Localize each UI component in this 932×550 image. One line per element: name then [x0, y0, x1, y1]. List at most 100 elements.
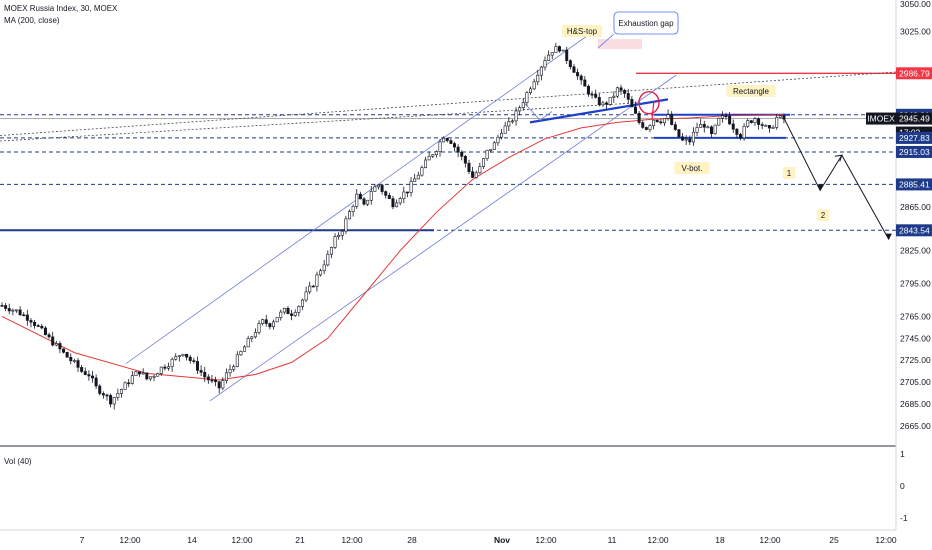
candle-body	[536, 74, 540, 83]
time-tick-label: 28	[407, 535, 417, 545]
volume-tick-label: 0	[900, 481, 905, 491]
candle-body	[659, 121, 663, 124]
candle-body	[427, 155, 431, 161]
candle-body	[557, 46, 561, 52]
drawing-overlays	[0, 27, 897, 402]
candle-body	[326, 253, 330, 266]
exhaustion-gap-callout: Exhaustion gap	[597, 11, 679, 49]
candle-body	[156, 373, 160, 377]
target-1-label-text: 1	[787, 169, 792, 178]
time-tick-label: 12:00	[759, 535, 781, 545]
candle-body	[452, 143, 456, 148]
candle-body	[702, 124, 706, 128]
candle-body	[116, 393, 120, 398]
candle-body	[340, 230, 344, 236]
candle-body	[362, 198, 366, 205]
trend-line-dotted-2	[0, 102, 641, 142]
candle-body	[380, 184, 384, 192]
candle-body	[319, 270, 323, 276]
price-tag-bg	[896, 131, 932, 144]
candle-body	[409, 181, 413, 193]
candle-body	[485, 149, 489, 159]
price-tick-label: 2705.00	[900, 377, 931, 387]
time-tick-label: Nov	[494, 535, 510, 545]
candle-body	[14, 309, 18, 312]
candle-body	[163, 366, 167, 369]
candle-body	[514, 110, 518, 122]
candle-body	[98, 385, 102, 394]
projection-arrowhead-2	[885, 233, 892, 240]
target-2-label-text: 2	[821, 211, 826, 220]
candle-body	[561, 49, 565, 52]
candle-body	[746, 120, 750, 127]
candle-body	[148, 376, 152, 380]
v-bot-label-bg	[674, 162, 710, 174]
candle-body	[344, 218, 348, 232]
candle-body	[290, 313, 294, 316]
candle-body	[677, 129, 681, 138]
candle-body	[297, 306, 301, 313]
candle-body	[94, 377, 98, 387]
target-1-label-bg	[782, 167, 796, 179]
candle-body	[185, 353, 189, 358]
candle-body	[507, 121, 511, 127]
candle-body	[478, 166, 482, 174]
time-tick-label: 14	[187, 535, 197, 545]
candle-body	[579, 75, 583, 81]
candle-body	[775, 117, 779, 128]
candle-body	[724, 115, 728, 118]
candle-body	[764, 125, 768, 127]
candle-body	[753, 118, 757, 123]
candle-body	[101, 393, 105, 396]
price-tag-bg	[896, 178, 932, 191]
candle-body	[221, 380, 225, 389]
candle-body	[648, 125, 652, 130]
candle-body	[503, 125, 507, 134]
candle-body	[594, 94, 598, 98]
volume-legend: Vol (40)	[4, 457, 32, 466]
price-tick-label: 2745.00	[900, 333, 931, 343]
ma200-line	[1, 114, 784, 381]
price-tick-label: 3025.00	[900, 26, 931, 36]
time-tick-label: 12:00	[647, 535, 669, 545]
candle-body	[539, 66, 543, 76]
candle-body	[500, 132, 504, 138]
rectangle-label: Rectangle	[726, 85, 776, 97]
price-tag: 2915.03	[896, 145, 932, 158]
candle-body	[65, 351, 69, 358]
candle-body	[33, 321, 37, 326]
candle-body	[760, 124, 764, 126]
candle-body	[264, 319, 268, 324]
candle-body	[442, 137, 446, 143]
price-tag-text: 2927.83	[899, 133, 930, 143]
candle-body	[261, 319, 265, 324]
candle-body	[123, 382, 127, 390]
candle-body	[662, 118, 666, 124]
candle-body	[489, 149, 493, 151]
candle-body	[286, 307, 290, 315]
price-tag-text: 2986.79	[899, 68, 930, 78]
candle-body	[713, 124, 717, 134]
price-tag: 2927.83	[896, 131, 932, 144]
candle-body	[405, 191, 409, 194]
candle-body	[681, 136, 685, 141]
candle-body	[543, 60, 547, 68]
candle-body	[510, 120, 514, 123]
candles	[0, 42, 786, 410]
candle-body	[572, 66, 576, 73]
candle-body	[615, 87, 619, 97]
candle-body	[387, 195, 391, 199]
price-tag-text: 2915.03	[899, 147, 930, 157]
candle-body	[83, 371, 87, 375]
candle-body	[481, 158, 485, 167]
candle-body	[731, 123, 735, 130]
breakdown-arrow	[651, 100, 655, 120]
channel-upper	[125, 27, 599, 364]
chart-title: MOEX Russia Index, 30, MOEX	[4, 4, 118, 13]
candle-body	[655, 119, 659, 123]
candle-body	[366, 199, 370, 205]
candle-body	[583, 79, 587, 87]
candle-body	[105, 394, 109, 397]
candle-body	[315, 274, 319, 287]
